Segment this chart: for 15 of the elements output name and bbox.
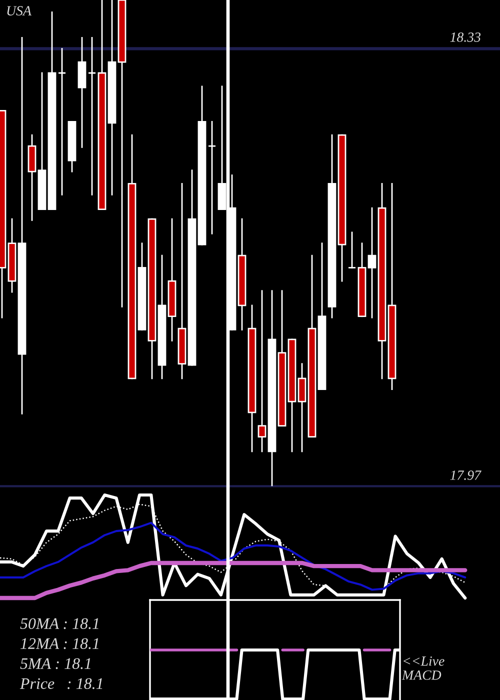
candlestick [58,48,66,196]
ref-line-label: 17.97 [450,470,482,480]
candlestick [208,120,216,234]
text: 12MA : 18.1 [20,638,98,650]
text: 5MA : 18.1 [20,658,90,670]
chart-title: USA [7,6,32,16]
candlestick [258,290,266,452]
ref-line-label: 18.33 [450,32,481,42]
annotation: <<Live MACD [402,656,444,680]
text: 50MA : 18.1 [20,618,98,630]
candlestick [368,207,376,318]
candlestick [88,37,96,196]
candlestick [348,232,356,268]
text: Price : 18.1 [20,678,102,690]
candlestick [298,363,306,452]
